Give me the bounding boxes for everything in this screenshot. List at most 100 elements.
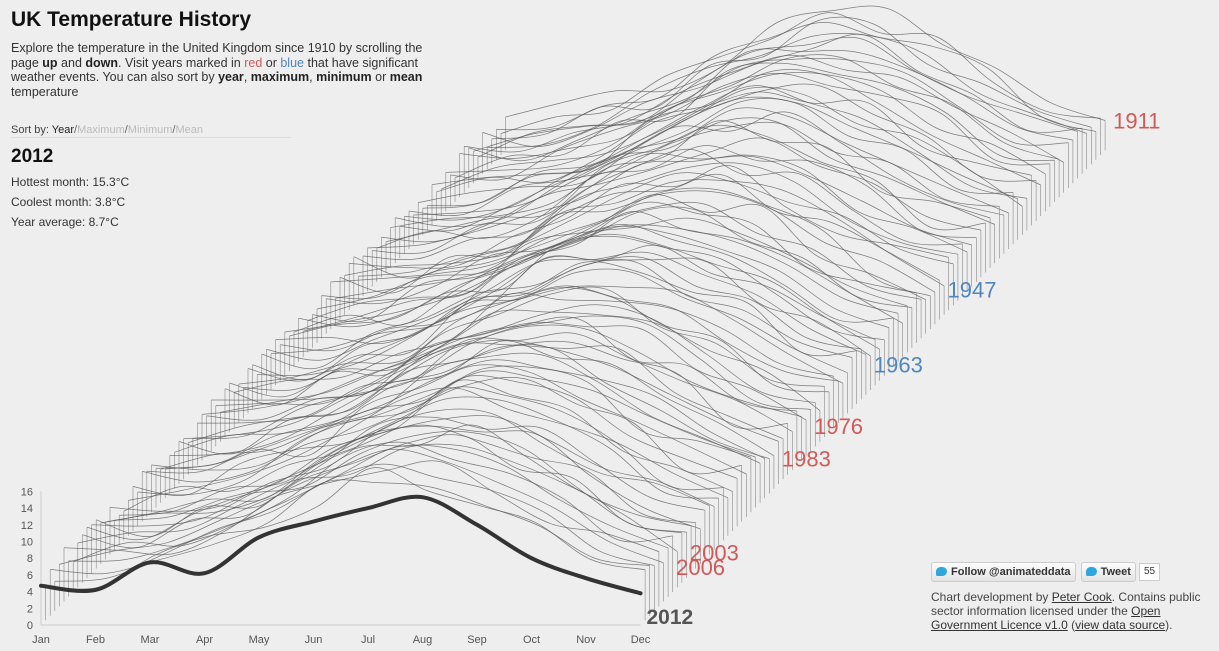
year-line-1981[interactable]	[183, 342, 784, 440]
year-line-2005[interactable]	[73, 441, 673, 563]
year-line-1931[interactable]	[413, 97, 1014, 216]
year-line-1945[interactable]	[349, 165, 949, 269]
year-line-1966[interactable]	[252, 259, 853, 381]
year-line-1921[interactable]	[459, 54, 1060, 160]
year-line-1943[interactable]	[358, 162, 958, 277]
year-line-1940[interactable]	[372, 152, 972, 254]
year-line-1996[interactable]	[114, 415, 715, 521]
year-line-1958[interactable]	[289, 225, 890, 337]
year-line-1937[interactable]	[385, 124, 986, 243]
year-line-2007[interactable]	[63, 449, 664, 564]
year-line-1980[interactable]	[188, 340, 788, 444]
year-line-1965[interactable]	[257, 261, 857, 376]
year-line-1933[interactable]	[404, 111, 1004, 221]
year-line-1969[interactable]	[238, 285, 839, 385]
data-source-link[interactable]: view data source	[1075, 618, 1166, 632]
sort-option-maximum[interactable]: Maximum	[77, 124, 125, 136]
year-line-1936[interactable]	[390, 120, 991, 228]
year-label-1976[interactable]: 1976	[814, 414, 863, 439]
author-link[interactable]: Peter Cook	[1051, 590, 1112, 604]
year-line-1948[interactable]	[335, 190, 936, 299]
year-line-2002[interactable]	[86, 430, 687, 541]
year-line-2004[interactable]	[77, 443, 678, 552]
year-line-1932[interactable]	[408, 107, 1009, 217]
year-line-1941[interactable]	[367, 154, 968, 253]
year-line-1917[interactable]	[477, 36, 1078, 158]
year-line-1956[interactable]	[298, 224, 899, 328]
year-line-1928[interactable]	[427, 85, 1027, 207]
licence-link[interactable]: Open Government Licence v1.0	[931, 604, 1161, 632]
year-line-1995[interactable]	[119, 396, 719, 516]
year-label-2003[interactable]: 2003	[690, 541, 739, 566]
year-line-1998[interactable]	[105, 416, 705, 523]
year-line-2009[interactable]	[54, 463, 655, 582]
year-line-1938[interactable]	[381, 137, 981, 243]
year-line-1968[interactable]	[243, 285, 844, 391]
tweet-button[interactable]: Tweet	[1080, 562, 1136, 582]
year-line-1953[interactable]	[312, 206, 912, 322]
year-line-1947[interactable]	[339, 173, 940, 294]
year-line-1952[interactable]	[316, 201, 917, 310]
year-line-1994[interactable]	[123, 386, 724, 512]
follow-button[interactable]: Follow @animateddata	[931, 562, 1076, 582]
year-line-1912[interactable]	[500, 12, 1101, 134]
year-label-1963[interactable]: 1963	[874, 353, 923, 378]
year-line-1990[interactable]	[142, 377, 742, 483]
year-line-1970[interactable]	[234, 292, 834, 393]
year-line-1929[interactable]	[422, 86, 1023, 209]
year-line-1934[interactable]	[399, 121, 1000, 232]
year-line-1972[interactable]	[224, 286, 825, 406]
year-line-1964[interactable]	[261, 256, 862, 370]
year-line-1951[interactable]	[321, 201, 922, 300]
year-line-2008[interactable]	[59, 460, 660, 565]
year-label-1911[interactable]: 1911	[1113, 108, 1160, 133]
year-line-1993[interactable]	[128, 387, 729, 501]
sort-option-minimum[interactable]: Minimum	[127, 124, 173, 136]
year-line-1922[interactable]	[454, 62, 1055, 179]
year-line-1920[interactable]	[464, 54, 1064, 163]
year-line-1984[interactable]	[169, 344, 770, 459]
year-line-2000[interactable]	[96, 424, 696, 537]
year-line-1950[interactable]	[326, 194, 926, 305]
year-line-1942[interactable]	[362, 148, 963, 261]
year-line-2006[interactable]	[68, 444, 669, 562]
year-line-1976[interactable]	[206, 321, 807, 421]
year-line-1985[interactable]	[165, 359, 765, 470]
sort-option-mean[interactable]: Mean	[175, 124, 204, 136]
year-line-1962[interactable]	[270, 255, 871, 357]
year-line-1977[interactable]	[201, 324, 802, 417]
year-line-1989[interactable]	[146, 364, 747, 475]
year-line-1930[interactable]	[418, 96, 1018, 203]
year-line-1927[interactable]	[431, 91, 1032, 185]
year-line-1963[interactable]	[266, 251, 867, 361]
year-label-1947[interactable]: 1947	[948, 278, 997, 303]
year-line-1916[interactable]	[482, 33, 1083, 147]
year-line-1925[interactable]	[441, 69, 1041, 190]
sort-option-year[interactable]: Year	[51, 124, 74, 136]
year-line-1923[interactable]	[450, 73, 1050, 181]
year-line-1949[interactable]	[330, 187, 931, 297]
year-line-1911[interactable]	[505, 5, 1106, 121]
year-line-2010[interactable]	[50, 479, 650, 575]
year-line-1914[interactable]	[491, 16, 1092, 140]
year-line-1979[interactable]	[192, 332, 793, 439]
year-line-1915[interactable]	[487, 32, 1087, 148]
year-line-1960[interactable]	[280, 233, 880, 352]
year-line-2011[interactable]	[45, 467, 646, 590]
year-line-1959[interactable]	[284, 235, 885, 341]
year-line-1919[interactable]	[468, 58, 1069, 161]
year-line-1971[interactable]	[229, 287, 830, 398]
year-label-1983[interactable]: 1983	[782, 447, 831, 472]
year-line-1944[interactable]	[353, 172, 954, 279]
year-line-1992[interactable]	[132, 379, 733, 496]
year-line-1926[interactable]	[436, 83, 1037, 193]
year-line-1974[interactable]	[215, 304, 816, 406]
year-line-1913[interactable]	[496, 22, 1096, 132]
year-line-1982[interactable]	[178, 339, 779, 455]
year-line-1918[interactable]	[473, 48, 1073, 152]
year-label-2006[interactable]: 2006	[676, 555, 725, 580]
year-line-1967[interactable]	[247, 268, 848, 382]
year-line-1935[interactable]	[395, 117, 995, 228]
